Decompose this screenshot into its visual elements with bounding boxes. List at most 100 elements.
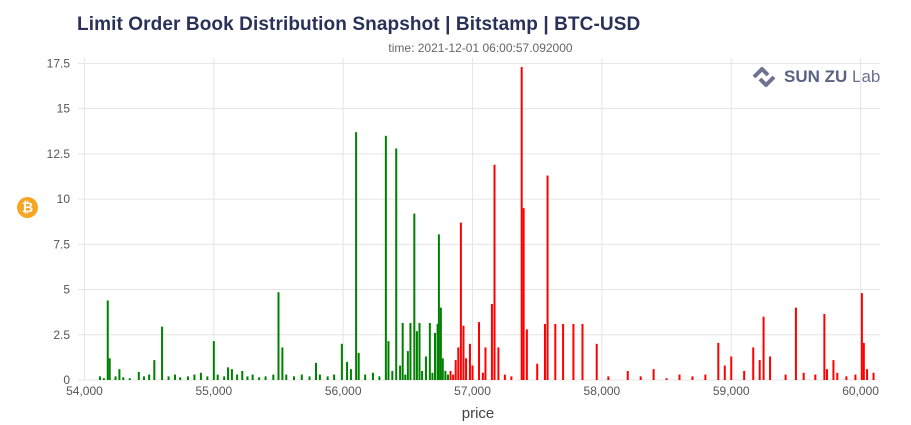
bid-bar bbox=[413, 213, 416, 380]
bid-bar bbox=[227, 367, 230, 380]
bid-bar bbox=[108, 358, 111, 380]
bid-bar bbox=[436, 323, 439, 380]
bid-bar bbox=[326, 376, 329, 380]
y-tick-label: 10 bbox=[57, 192, 71, 206]
bid-bar bbox=[106, 300, 109, 380]
bid-bar bbox=[391, 370, 394, 380]
ask-bar bbox=[525, 329, 528, 380]
bid-bar bbox=[355, 132, 358, 380]
bid-bar bbox=[387, 341, 390, 380]
ask-bar bbox=[543, 323, 546, 380]
bid-bar bbox=[186, 376, 189, 380]
bid-bar bbox=[193, 374, 196, 380]
chart-title: Limit Order Book Distribution Snapshot |… bbox=[77, 14, 641, 35]
ask-bar bbox=[484, 347, 487, 380]
ask-bar bbox=[762, 316, 765, 380]
ask-bar bbox=[520, 67, 523, 380]
order-bars bbox=[98, 67, 875, 380]
ask-bar bbox=[490, 304, 493, 380]
ask-bar bbox=[471, 365, 474, 380]
ask-bar bbox=[522, 208, 525, 380]
y-tick-label: 17.5 bbox=[47, 56, 71, 70]
ask-bar bbox=[832, 360, 835, 380]
bid-bar bbox=[122, 377, 125, 380]
bid-bar bbox=[333, 374, 336, 380]
ask-bar bbox=[854, 374, 857, 380]
bid-bar bbox=[98, 376, 101, 380]
bid-bar bbox=[293, 376, 296, 380]
ask-bar bbox=[814, 374, 817, 380]
bid-bar bbox=[415, 331, 418, 380]
bid-bar bbox=[118, 369, 121, 380]
ask-bar bbox=[478, 322, 480, 380]
bid-bar bbox=[431, 372, 434, 380]
bid-bar bbox=[409, 323, 412, 380]
ask-bar bbox=[794, 307, 797, 380]
ask-bar bbox=[454, 360, 457, 380]
ask-bar bbox=[546, 175, 549, 380]
x-tick-label: 54,000 bbox=[66, 384, 103, 398]
bid-bar bbox=[340, 343, 343, 380]
bid-bar bbox=[153, 360, 156, 380]
bid-bar bbox=[223, 376, 226, 380]
ask-bar bbox=[665, 378, 668, 380]
y-tick-label: 0 bbox=[63, 373, 70, 387]
ask-bar bbox=[493, 164, 496, 380]
bid-bar bbox=[421, 370, 424, 380]
ask-bar bbox=[468, 343, 471, 380]
bid-bar bbox=[404, 374, 407, 380]
bid-bar bbox=[318, 374, 321, 380]
ask-bar bbox=[866, 369, 869, 380]
bid-bar bbox=[212, 341, 215, 380]
brand-logo-text: SUN ZU Lab bbox=[784, 67, 881, 86]
bid-bar bbox=[241, 370, 244, 380]
bid-bar bbox=[277, 292, 280, 380]
ask-bar bbox=[459, 222, 462, 380]
ask-bar bbox=[554, 323, 557, 380]
ask-bar bbox=[497, 347, 500, 380]
sunzu-logo-icon bbox=[752, 67, 776, 87]
bid-bar bbox=[251, 374, 254, 380]
ask-bar bbox=[572, 323, 575, 380]
bid-bar bbox=[384, 135, 387, 380]
bid-bar bbox=[179, 377, 182, 380]
ask-bar bbox=[825, 369, 828, 380]
ask-bar bbox=[678, 374, 681, 380]
ask-bar bbox=[845, 376, 848, 380]
ask-bar bbox=[562, 323, 565, 380]
x-tick-label: 55,000 bbox=[195, 384, 232, 398]
bid-bar bbox=[378, 376, 381, 380]
ask-bar bbox=[802, 372, 805, 380]
x-tick-label: 59,000 bbox=[713, 384, 750, 398]
y-tick-label: 5 bbox=[63, 283, 70, 297]
ask-bar bbox=[752, 347, 755, 380]
ask-bar bbox=[723, 365, 726, 380]
ask-bar bbox=[510, 376, 513, 380]
ask-bar bbox=[652, 369, 655, 380]
bid-bar bbox=[246, 376, 249, 380]
bid-bar bbox=[167, 376, 170, 380]
ask-bar bbox=[758, 360, 761, 380]
bid-bar bbox=[441, 358, 444, 380]
bid-bar bbox=[102, 378, 105, 380]
ask-bar bbox=[704, 374, 707, 380]
ask-bar bbox=[730, 356, 733, 380]
ask-bar bbox=[872, 372, 875, 380]
bid-bar bbox=[206, 376, 209, 380]
ask-bar bbox=[743, 370, 746, 380]
bid-bar bbox=[142, 376, 145, 380]
bid-bar bbox=[424, 356, 427, 380]
bid-bar bbox=[437, 234, 440, 380]
bid-bar bbox=[216, 374, 219, 380]
bid-bar bbox=[300, 374, 303, 380]
ask-bar bbox=[536, 363, 539, 380]
ask-bar bbox=[784, 374, 787, 380]
brand-logo: SUN ZU Lab bbox=[750, 63, 880, 91]
bid-bar bbox=[128, 378, 131, 380]
bid-bar bbox=[148, 374, 151, 380]
bid-bar bbox=[346, 361, 349, 380]
ask-bar bbox=[462, 325, 465, 380]
y-tick-label: 15 bbox=[57, 102, 71, 116]
y-tick-label: 7.5 bbox=[53, 237, 70, 251]
ask-bar bbox=[860, 293, 863, 380]
